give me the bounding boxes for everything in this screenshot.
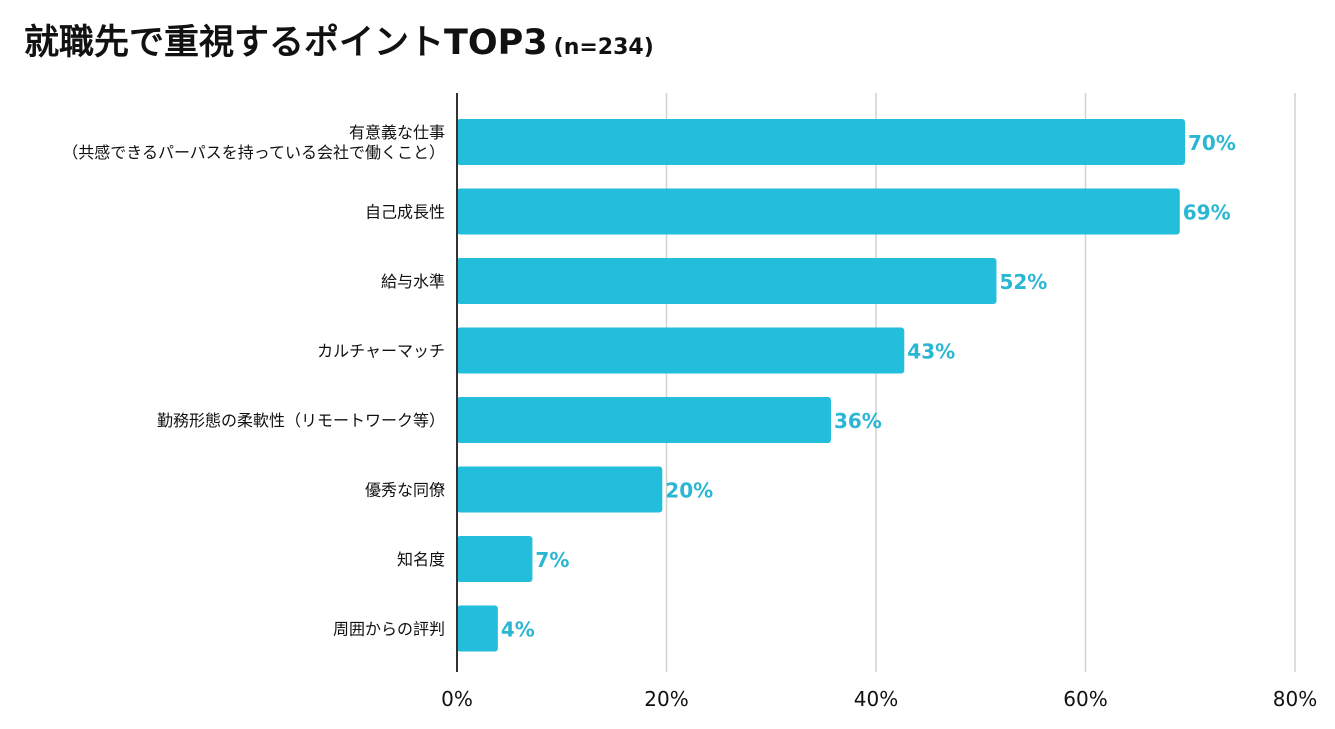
category-label: 勤務形態の柔軟性（リモートワーク等）	[157, 411, 445, 430]
x-tick-label: 60%	[1063, 687, 1107, 711]
x-tick-label: 40%	[854, 687, 898, 711]
x-tick-label: 80%	[1273, 687, 1317, 711]
chart-title: 就職先で重視するポイントTOP3 (n=234)	[24, 14, 654, 65]
category-label: 知名度	[397, 550, 445, 569]
data-label: 52%	[999, 270, 1047, 294]
data-label: 69%	[1183, 201, 1231, 225]
data-label: 70%	[1188, 131, 1236, 155]
category-label: 給与水準	[381, 272, 445, 291]
data-label: 43%	[907, 340, 955, 364]
chart-title-main: 就職先で重視するポイントTOP3	[24, 23, 548, 63]
category-label: （共感できるパーパスを持っている会社で働くこと）	[62, 143, 445, 162]
bar	[457, 536, 533, 582]
bar	[457, 119, 1186, 165]
bar	[457, 397, 831, 443]
bar	[457, 605, 498, 652]
bar	[457, 258, 997, 304]
category-label: 自己成長性	[365, 203, 445, 222]
category-label: 優秀な同僚	[365, 481, 445, 500]
data-label: 20%	[665, 479, 713, 503]
data-label: 4%	[501, 618, 535, 642]
bar	[457, 188, 1180, 235]
bar	[457, 466, 663, 513]
category-label: 有意義な仕事	[349, 123, 445, 142]
chart-title-sample-size: (n=234)	[553, 35, 654, 60]
data-label: 7%	[535, 548, 569, 572]
category-label: カルチャーマッチ	[317, 342, 445, 361]
category-label: 周囲からの評判	[333, 620, 445, 639]
data-label: 36%	[834, 409, 882, 433]
bar	[457, 327, 905, 374]
x-tick-label: 0%	[441, 687, 473, 711]
x-tick-label: 20%	[644, 687, 688, 711]
